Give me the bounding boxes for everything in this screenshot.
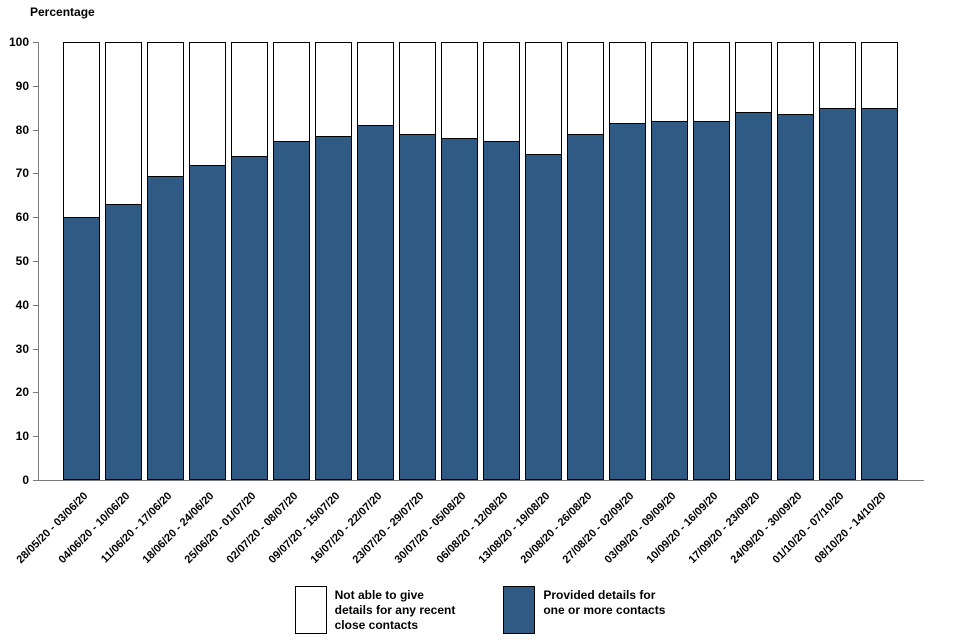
- y-tick-label: 10: [15, 429, 29, 444]
- bar-segment-provided: [483, 140, 520, 480]
- stacked-bar: [693, 42, 730, 480]
- stacked-bar: [315, 42, 352, 480]
- stacked-bar: [147, 42, 184, 480]
- bar-segment-provided: [315, 136, 352, 480]
- stacked-bar: [819, 42, 856, 480]
- bar-segment-not-able: [609, 42, 646, 124]
- y-tick-mark: [33, 129, 39, 131]
- y-tick-mark: [33, 173, 39, 175]
- bar-segment-provided: [777, 114, 814, 480]
- bar-segment-not-able: [525, 42, 562, 154]
- bar-segment-provided: [231, 155, 268, 480]
- y-tick-mark: [33, 85, 39, 87]
- stacked-bar: [399, 42, 436, 480]
- legend-swatch-provided: [503, 586, 536, 634]
- bar-segment-provided: [399, 133, 436, 480]
- bar-segment-not-able: [105, 42, 142, 205]
- stacked-bar: [189, 42, 226, 480]
- bar-segment-provided: [189, 164, 226, 480]
- bar-segment-provided: [567, 133, 604, 480]
- bar-segment-not-able: [147, 42, 184, 176]
- bar-segment-provided: [273, 140, 310, 480]
- x-axis-labels: 28/05/20 - 03/06/20 04/06/20 - 10/06/20 11…: [14, 480, 924, 600]
- legend-label-provided: Provided details for one or more contact…: [543, 588, 666, 617]
- y-tick-label: 80: [15, 122, 29, 137]
- legend-swatch-not-able: [294, 586, 327, 634]
- legend-item-not-able: Not able to give details for any recent …: [294, 586, 456, 634]
- bar-segment-provided: [693, 120, 730, 480]
- bar-segment-provided: [861, 107, 898, 480]
- stacked-bar: [441, 42, 478, 480]
- y-tick-mark: [33, 42, 39, 43]
- stacked-bar: [525, 42, 562, 480]
- bar-segment-not-able: [693, 42, 730, 121]
- y-tick-mark: [33, 217, 39, 219]
- bar-segment-not-able: [735, 42, 772, 113]
- y-tick-label: 60: [15, 210, 29, 225]
- y-tick-label: 70: [15, 166, 29, 181]
- y-tick-mark: [33, 392, 39, 394]
- y-axis-title: Percentage: [30, 5, 95, 19]
- stacked-bar: [483, 42, 520, 480]
- y-tick-label: 40: [15, 297, 29, 312]
- bar-segment-provided: [441, 138, 478, 480]
- bar-segment-not-able: [315, 42, 352, 137]
- bar-segment-not-able: [861, 42, 898, 108]
- stacked-bar: [105, 42, 142, 480]
- bar-segment-provided: [525, 153, 562, 480]
- bar-segment-not-able: [357, 42, 394, 126]
- y-tick-label: 100: [8, 35, 29, 49]
- bars-container: [63, 42, 898, 480]
- stacked-bar: [567, 42, 604, 480]
- y-tick-mark: [33, 261, 39, 262]
- bar-segment-provided: [609, 123, 646, 480]
- bar-segment-provided: [735, 112, 772, 480]
- stacked-bar: [273, 42, 310, 480]
- stacked-bar: [777, 42, 814, 480]
- stacked-bar: [735, 42, 772, 480]
- stacked-bar: [63, 42, 100, 480]
- y-tick-label: 0: [22, 473, 29, 487]
- bar-segment-not-able: [231, 42, 268, 156]
- bar-segment-not-able: [483, 42, 520, 141]
- legend: Not able to give details for any recent …: [0, 586, 960, 634]
- legend-item-provided: Provided details for one or more contact…: [503, 586, 665, 634]
- bar-segment-not-able: [651, 42, 688, 121]
- bar-segment-not-able: [273, 42, 310, 141]
- bar-segment-not-able: [819, 42, 856, 108]
- y-tick-label: 20: [15, 385, 29, 400]
- bar-segment-not-able: [441, 42, 478, 139]
- stacked-bar: [357, 42, 394, 480]
- y-tick-mark: [33, 480, 39, 481]
- bar-segment-not-able: [189, 42, 226, 165]
- bar-segment-not-able: [399, 42, 436, 134]
- y-tick-mark: [33, 304, 39, 306]
- legend-label-not-able: Not able to give details for any recent …: [334, 588, 456, 632]
- plot-area: 0 10 20 30 40 50 60 70 80 90 100 28/05/20 - 03/06/…: [9, 35, 924, 566]
- y-tick-label: 90: [15, 78, 29, 93]
- bar-segment-provided: [357, 125, 394, 480]
- bar-segment-not-able: [63, 42, 100, 218]
- bar-segment-provided: [105, 204, 142, 480]
- y-tick-label: 50: [15, 254, 29, 268]
- bar-segment-provided: [147, 175, 184, 480]
- bar-segment-not-able: [777, 42, 814, 115]
- stacked-bar: [609, 42, 646, 480]
- y-tick-mark: [33, 348, 39, 350]
- y-tick-mark: [33, 436, 39, 438]
- y-tick-label: 30: [15, 341, 29, 356]
- stacked-bar: [651, 42, 688, 480]
- bar-segment-provided: [819, 107, 856, 480]
- bar-segment-not-able: [567, 42, 604, 134]
- bar-segment-provided: [651, 120, 688, 480]
- stacked-bar: [861, 42, 898, 480]
- stacked-bar: [231, 42, 268, 480]
- bar-segment-provided: [63, 217, 100, 480]
